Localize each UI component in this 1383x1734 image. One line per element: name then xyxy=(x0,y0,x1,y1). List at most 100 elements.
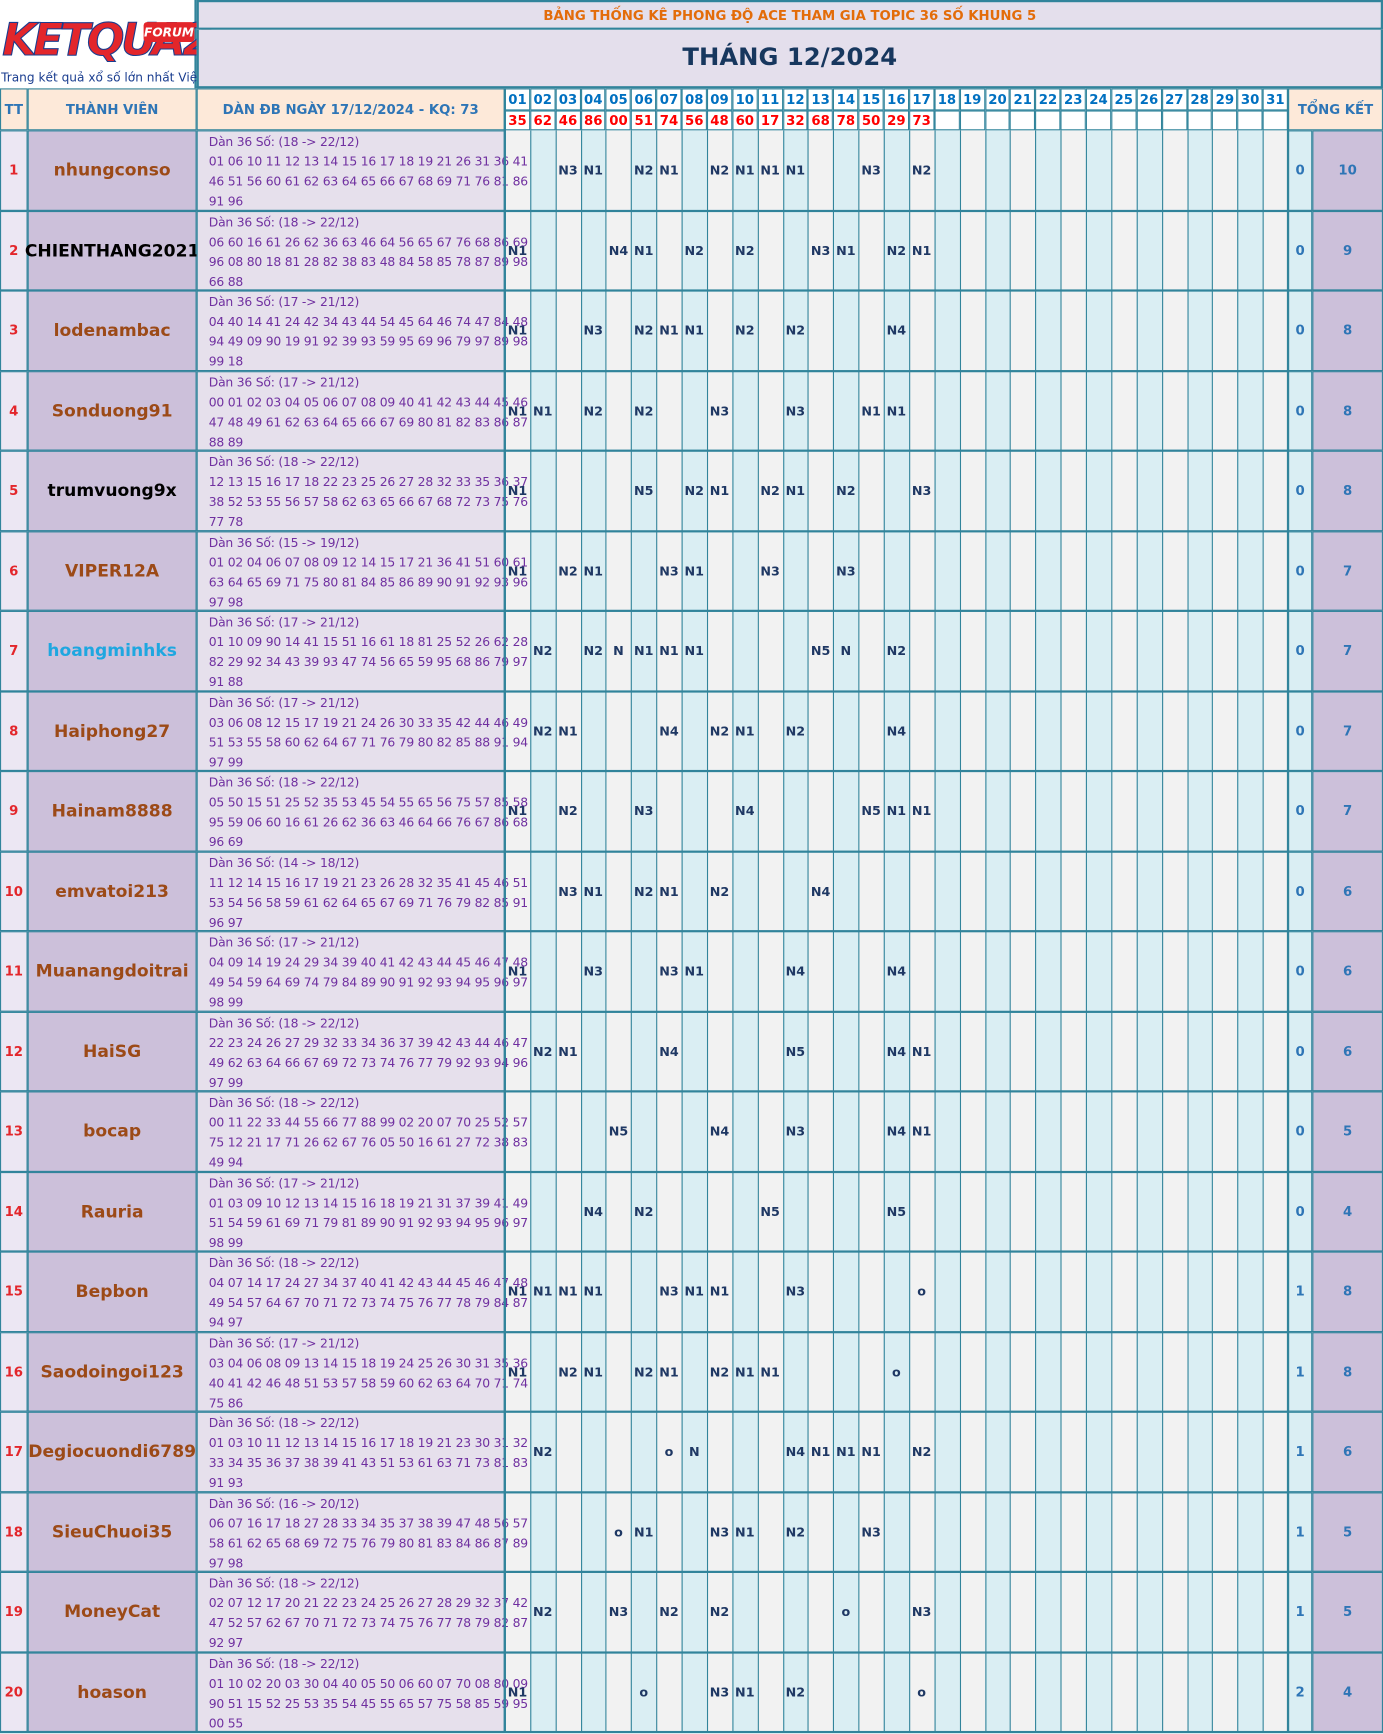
dan-line: 01 03 10 11 12 13 14 15 16 17 18 19 21 2… xyxy=(208,1436,528,1451)
dan-line: Dàn 36 Số: (18 -> 22/12) xyxy=(208,1095,360,1111)
dan-line: Dàn 36 Số: (18 -> 22/12) xyxy=(208,1416,360,1431)
day-cell: N2 xyxy=(558,1363,578,1380)
day-cell: N4 xyxy=(886,963,907,979)
dan-cell: Dàn 36 Số: (18 -> 22/12) 04 07 14 17 24 2… xyxy=(196,1251,528,1332)
dan-line: 99 18 xyxy=(208,354,244,369)
total-header: TỔNG KẾT xyxy=(1287,88,1383,131)
total-b: 7 xyxy=(1312,610,1383,691)
day-cell: N1 xyxy=(634,242,654,259)
day-cell: N4 xyxy=(659,723,679,739)
result-cell: 29 xyxy=(883,110,910,131)
dan-cell: Dàn 36 Số: (18 -> 22/12) 01 03 10 11 12 1… xyxy=(196,1411,528,1492)
dan-cell: Dàn 36 Số: (18 -> 22/12) 02 07 12 17 20 2… xyxy=(196,1571,528,1652)
dan-line: 63 64 65 69 71 75 80 81 84 85 86 89 90 9… xyxy=(208,574,528,590)
dan-line: 96 69 xyxy=(208,835,244,850)
dan-line: 01 10 09 90 14 41 15 51 16 61 18 81 25 5… xyxy=(208,635,528,650)
dan-line: 97 98 xyxy=(208,1555,244,1571)
total-a: 0 xyxy=(1287,690,1313,772)
day-cell: N5 xyxy=(886,1203,907,1220)
dan-line: 82 29 92 34 43 39 93 47 74 56 65 59 95 6… xyxy=(208,655,528,670)
day-cell: N3 xyxy=(709,402,730,419)
member-name: nhungconso xyxy=(27,130,197,211)
day-cell: N1 xyxy=(760,1363,780,1380)
day-cell: N2 xyxy=(785,1524,806,1540)
day-cell: N4 xyxy=(886,1043,907,1060)
day-cell: N1 xyxy=(911,242,932,259)
day-cell: N2 xyxy=(785,1684,806,1700)
total-a: 0 xyxy=(1287,450,1313,531)
row-line xyxy=(0,289,1383,292)
day-cell: N2 xyxy=(911,1444,932,1460)
day-cell: o xyxy=(892,1363,901,1380)
day-cell: N2 xyxy=(709,1363,730,1380)
dan-line: 01 06 10 11 12 13 14 15 16 17 18 19 21 2… xyxy=(208,154,528,170)
total-b: 5 xyxy=(1312,1491,1383,1572)
result-cell xyxy=(1161,110,1187,131)
day-header: 08 xyxy=(681,88,707,111)
day-header: 29 xyxy=(1212,88,1238,111)
dan-cell: Dàn 36 Số: (18 -> 22/12) 22 23 24 26 27 2… xyxy=(196,1011,528,1092)
total-b: 8 xyxy=(1312,1251,1383,1332)
day-cell: N5 xyxy=(861,803,881,819)
day-cell: N2 xyxy=(785,723,806,739)
total-b: 7 xyxy=(1312,771,1383,852)
day-cell: N1 xyxy=(583,162,603,179)
day-cell: N3 xyxy=(861,1524,881,1540)
member-name: Hainam8888 xyxy=(27,771,197,852)
day-cell: N1 xyxy=(735,1524,755,1540)
total-a: 0 xyxy=(1287,771,1313,852)
day-cell: N3 xyxy=(709,1684,730,1700)
dan-line: 94 97 xyxy=(208,1315,244,1330)
day-cell: N1 xyxy=(836,1444,856,1460)
result-cell: 68 xyxy=(807,110,834,131)
member-name: trumvuong9x xyxy=(27,450,197,531)
day-cell: N2 xyxy=(634,883,654,899)
tt-cell: 7 xyxy=(0,610,28,691)
row-line xyxy=(0,1650,1383,1654)
day-header: 26 xyxy=(1136,88,1162,111)
day-header: 05 xyxy=(605,88,632,111)
tt-cell: 13 xyxy=(0,1091,28,1172)
dan-line: 00 01 02 03 04 05 06 07 08 09 40 41 42 4… xyxy=(208,394,528,410)
total-b: 6 xyxy=(1312,1011,1383,1092)
dan-line: 22 23 24 26 27 29 32 33 34 36 37 39 42 4… xyxy=(208,1035,528,1050)
dan-line: 01 02 04 06 07 08 09 12 14 15 17 21 36 4… xyxy=(208,555,528,570)
row-line xyxy=(0,1490,1383,1493)
row-line xyxy=(0,209,1383,212)
day-cell: N2 xyxy=(709,883,730,899)
dan-line: 12 13 15 16 17 18 22 23 25 26 27 28 32 3… xyxy=(208,474,528,490)
total-b: 10 xyxy=(1312,130,1383,211)
total-b: 7 xyxy=(1312,530,1383,611)
dan-cell: Dàn 36 Số: (17 -> 21/12) 04 40 14 41 24 4… xyxy=(196,290,528,371)
day-cell: N3 xyxy=(810,242,831,259)
day-header: 02 xyxy=(530,88,556,111)
day-cell: N1 xyxy=(558,1043,578,1060)
tt-cell: 11 xyxy=(0,931,28,1012)
dan-line: Dàn 36 Số: (16 -> 20/12) xyxy=(208,1496,360,1511)
dan-line: 04 40 14 41 24 42 34 43 44 54 45 64 46 7… xyxy=(208,314,528,330)
total-b: 8 xyxy=(1312,370,1383,451)
day-cell: N xyxy=(613,643,624,659)
day-cell: N2 xyxy=(886,242,907,259)
day-cell: N1 xyxy=(558,1283,578,1300)
day-cell: N1 xyxy=(507,322,528,339)
row-line xyxy=(0,850,1383,853)
day-cell: N4 xyxy=(785,1444,806,1460)
day-cell: o xyxy=(639,1684,649,1700)
dan-cell: Dàn 36 Số: (18 -> 22/12) 12 13 15 16 17 1… xyxy=(196,450,528,531)
tt-header: TT xyxy=(0,88,28,131)
result-cell: 35 xyxy=(504,110,531,131)
day-cell: o xyxy=(841,1604,851,1620)
dan-cell: Dàn 36 Số: (16 -> 20/12) 06 07 16 17 18 2… xyxy=(196,1491,528,1572)
dan-cell: Dàn 36 Số: (18 -> 22/12) 01 10 02 20 03 3… xyxy=(196,1651,528,1733)
day-cell: N1 xyxy=(507,803,528,819)
day-cell: N1 xyxy=(659,162,679,179)
dan-line: 92 97 xyxy=(208,1635,244,1651)
day-header: 13 xyxy=(807,88,834,111)
day-cell: N2 xyxy=(735,242,755,259)
dan-line: Dàn 36 Số: (17 -> 21/12) xyxy=(208,294,360,310)
day-cell: N2 xyxy=(735,322,755,339)
member-name: lodenambac xyxy=(27,290,197,371)
day-cell: N4 xyxy=(886,1123,907,1140)
dan-line: 98 99 xyxy=(208,1235,244,1250)
